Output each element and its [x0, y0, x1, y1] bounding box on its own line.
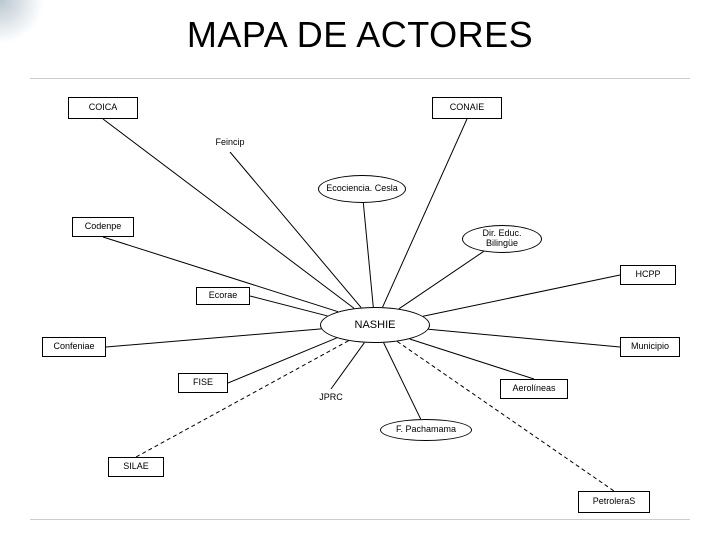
node-ecorae: Ecorae [196, 287, 250, 305]
page-title: MAPA DE ACTORES [0, 14, 720, 56]
node-municipio: Municipio [620, 337, 680, 357]
node-center: NASHIE [320, 307, 430, 343]
node-fise: FISE [178, 373, 228, 393]
node-petroleras: PetroleraS [578, 491, 650, 513]
diagram-area: NASHIE COICA CONAIE Feincip Ecociencia. … [30, 78, 690, 520]
node-pachamama: F. Pachamama [380, 419, 472, 441]
node-jprc: JPRC [306, 389, 356, 407]
node-hcpp: HCPP [620, 265, 676, 285]
node-coica: COICA [68, 97, 138, 119]
node-aerolineas: Aerolíneas [500, 379, 568, 399]
node-conaie: CONAIE [432, 97, 502, 119]
node-codenpe: Codenpe [72, 217, 134, 237]
node-direduc: Dir. Educ. Bilingüe [462, 225, 542, 253]
node-silae: SILAE [108, 457, 164, 477]
node-ecociencia: Ecociencia. Cesla [318, 175, 406, 203]
slide: MAPA DE ACTORES NASHIE COICA CONAIE Fein… [0, 0, 720, 540]
edges-layer [30, 79, 690, 519]
node-confeniae: Confeniae [42, 337, 106, 357]
node-feincip: Feincip [206, 134, 254, 152]
